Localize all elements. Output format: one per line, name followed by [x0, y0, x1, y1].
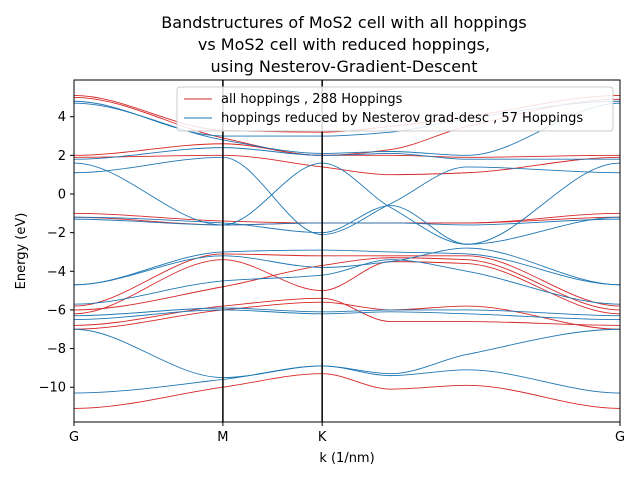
x-tick-label: G — [69, 430, 79, 445]
band-line-reduced-6 — [74, 205, 620, 245]
y-axis-label: Energy (eV) — [14, 213, 29, 290]
chart-title-line-1: Bandstructures of MoS2 cell with all hop… — [161, 13, 526, 32]
legend-label-reduced-hoppings: hoppings reduced by Nesterov grad-desc ,… — [221, 111, 583, 126]
y-tick-label: −6 — [47, 303, 66, 318]
x-tick-label: K — [318, 430, 327, 445]
y-tick-label: −2 — [47, 226, 66, 241]
y-tick-label: −8 — [47, 342, 66, 357]
bands-layer — [74, 95, 620, 409]
band-line-reduced-3 — [74, 147, 620, 160]
band-line-reduced-14 — [74, 365, 620, 394]
band-line-all-7 — [74, 253, 620, 307]
legend-label-all-hoppings: all hoppings , 288 Hoppings — [221, 92, 403, 107]
legend: all hoppings , 288 Hoppings hoppings red… — [176, 86, 614, 132]
plot-frame — [73, 79, 621, 423]
y-axis-ticks: −10 −8 −6 −4 −2 0 2 4 — [39, 110, 74, 396]
band-line-all-8 — [74, 257, 620, 311]
chart-title: Bandstructures of MoS2 cell with all hop… — [161, 13, 526, 76]
y-tick-label: −10 — [39, 381, 66, 396]
band-line-all-12 — [74, 373, 620, 409]
band-line-all-3 — [74, 143, 620, 158]
x-axis-label: k (1/nm) — [319, 451, 374, 466]
band-line-reduced-12 — [74, 309, 620, 321]
high-symmetry-lines — [222, 80, 323, 422]
series-reduced-hoppings — [74, 100, 620, 394]
band-line-reduced-4 — [74, 156, 620, 236]
y-tick-label: −4 — [47, 265, 66, 280]
band-line-reduced-5 — [74, 162, 620, 245]
band-line-all-9 — [74, 259, 620, 315]
y-tick-label: 2 — [58, 149, 66, 164]
band-line-reduced-7 — [74, 218, 620, 226]
chart-title-line-2: vs MoS2 cell with reduced hoppings, — [198, 35, 490, 54]
band-line-reduced-9 — [74, 247, 620, 286]
band-line-all-11 — [74, 301, 620, 330]
x-tick-label: M — [217, 430, 228, 445]
y-tick-label: 4 — [58, 110, 66, 125]
series-all-hoppings — [74, 95, 620, 409]
band-line-all-10 — [74, 297, 620, 326]
x-tick-label: G — [615, 430, 625, 445]
band-line-reduced-8 — [74, 249, 620, 286]
chart-title-line-3: using Nesterov-Gradient-Descent — [211, 57, 478, 76]
band-line-reduced-13 — [74, 328, 620, 379]
band-line-reduced-10 — [74, 259, 620, 305]
legend-box — [176, 86, 614, 132]
band-line-all-4 — [74, 154, 620, 176]
y-tick-label: 0 — [58, 188, 66, 203]
band-line-reduced-11 — [74, 307, 620, 317]
